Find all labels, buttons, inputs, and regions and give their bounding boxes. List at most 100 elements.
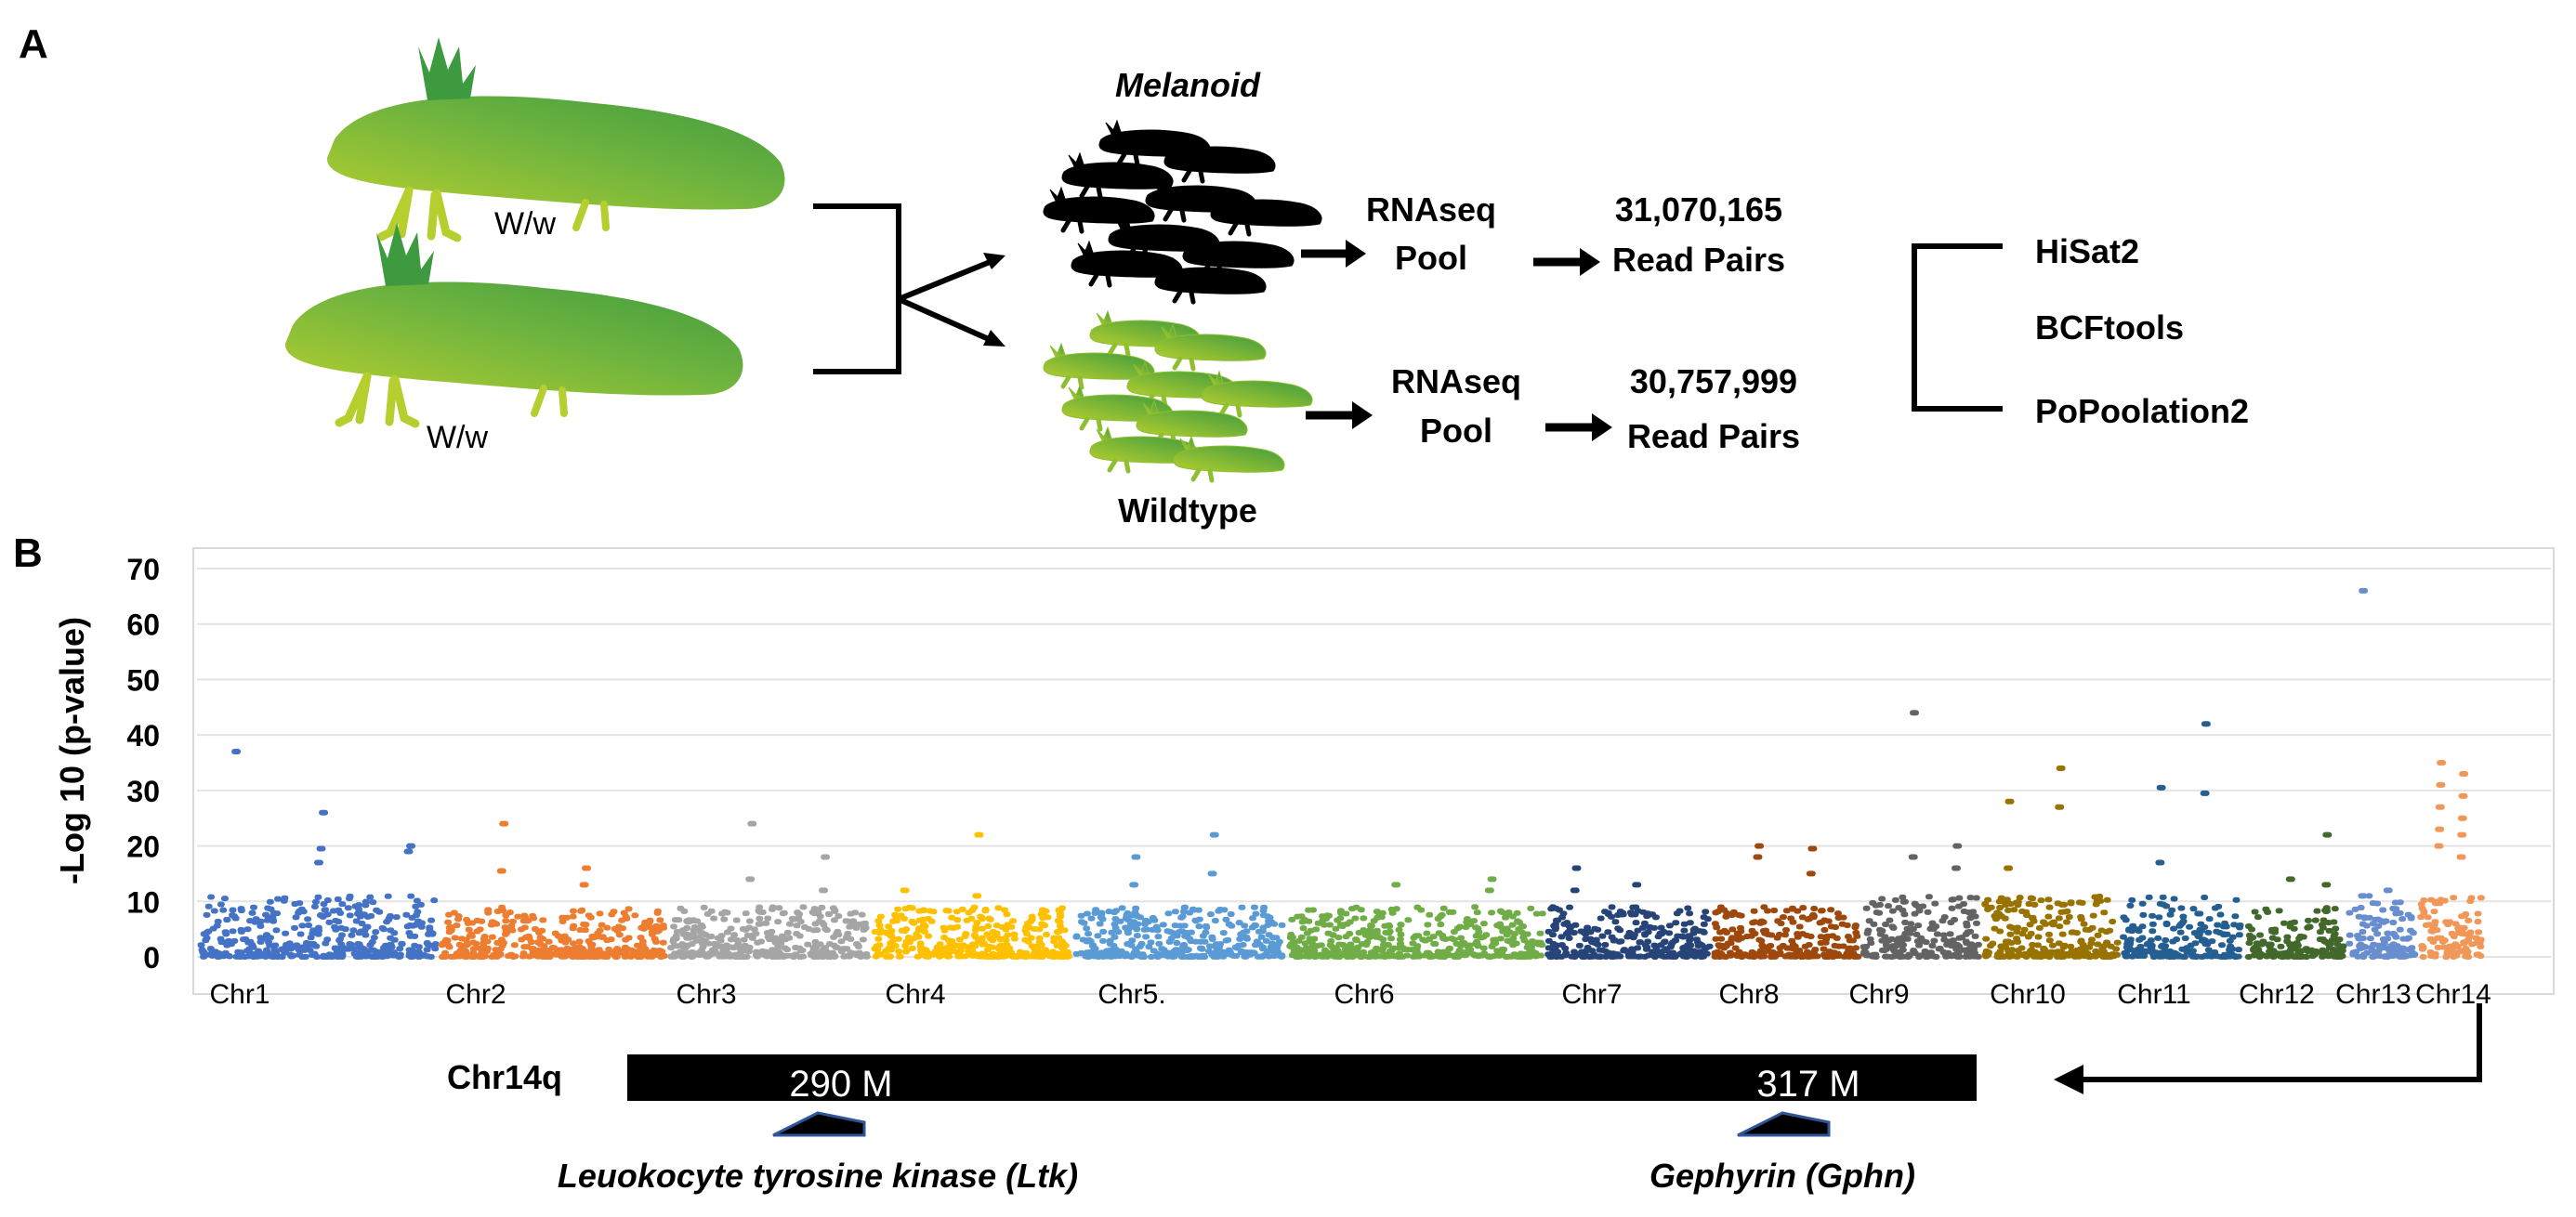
data-point xyxy=(431,946,440,952)
data-point xyxy=(1211,917,1219,923)
data-point xyxy=(1657,942,1665,949)
data-point xyxy=(473,928,481,935)
data-point xyxy=(637,924,646,931)
data-point xyxy=(2319,936,2327,943)
data-point xyxy=(710,915,718,922)
data-point xyxy=(1728,926,1737,933)
data-point xyxy=(2176,929,2185,936)
data-point xyxy=(1882,921,1890,927)
data-point xyxy=(1703,916,1712,923)
data-point xyxy=(248,909,256,916)
data-point xyxy=(1222,916,1230,923)
data-point xyxy=(1035,926,1044,933)
data-point xyxy=(1960,947,1968,953)
data-point xyxy=(2357,904,2365,910)
data-point xyxy=(2234,953,2242,960)
data-point xyxy=(578,948,586,954)
data-point xyxy=(2166,948,2175,954)
data-point xyxy=(1911,900,1919,907)
data-point xyxy=(1963,923,1971,929)
data-point xyxy=(2188,953,2197,960)
data-point xyxy=(2063,909,2071,915)
data-point xyxy=(1532,953,1541,960)
data-point xyxy=(1228,923,1236,929)
data-point xyxy=(2112,946,2121,952)
data-point xyxy=(315,927,323,934)
data-point xyxy=(2371,926,2379,933)
data-point xyxy=(1169,930,1177,936)
data-point xyxy=(2455,924,2464,931)
data-point xyxy=(1553,953,1561,960)
data-point xyxy=(213,923,221,929)
data-point xyxy=(266,935,274,941)
data-point xyxy=(1997,895,2005,901)
data-point xyxy=(1086,949,1095,956)
data-point xyxy=(1727,952,1735,959)
data-point xyxy=(596,949,604,956)
data-point xyxy=(1351,936,1360,943)
data-point xyxy=(559,914,567,921)
data-point xyxy=(900,928,909,935)
data-point xyxy=(231,915,240,922)
data-point xyxy=(536,935,545,941)
data-point xyxy=(614,923,623,930)
data-point xyxy=(1608,904,1616,910)
data-point xyxy=(2018,931,2027,937)
data-point xyxy=(1810,949,1819,955)
data-point xyxy=(1475,929,1483,936)
data-point xyxy=(203,911,211,918)
data-point xyxy=(1888,923,1897,930)
data-point xyxy=(354,940,362,947)
data-point xyxy=(2004,865,2014,871)
data-point xyxy=(2228,934,2237,940)
data-point xyxy=(338,952,347,959)
data-point xyxy=(971,927,979,934)
parent-axolotl-2: W/w xyxy=(285,223,743,455)
data-point xyxy=(2026,951,2034,958)
data-point xyxy=(2170,896,2178,902)
data-point xyxy=(1227,910,1235,917)
data-point xyxy=(1387,936,1395,942)
data-point xyxy=(1794,934,1802,940)
data-point xyxy=(685,917,693,923)
data-point xyxy=(465,926,473,933)
data-point xyxy=(756,921,765,927)
data-point xyxy=(1895,905,1903,911)
data-point xyxy=(979,940,988,947)
data-point xyxy=(1182,946,1190,952)
data-point xyxy=(1010,931,1019,937)
data-point xyxy=(1319,913,1327,920)
data-point xyxy=(994,905,1003,911)
data-point xyxy=(621,953,629,960)
data-point xyxy=(1562,949,1571,956)
data-point xyxy=(2183,945,2191,951)
data-point xyxy=(2293,953,2302,960)
data-point xyxy=(1991,916,2000,923)
data-point xyxy=(527,939,535,946)
data-point xyxy=(2477,943,2485,949)
data-point xyxy=(2446,919,2454,925)
data-point xyxy=(638,945,647,951)
data-point xyxy=(2296,933,2305,939)
data-point xyxy=(569,940,577,947)
data-point xyxy=(1334,917,1342,923)
data-point xyxy=(810,910,819,917)
data-point xyxy=(1557,914,1566,921)
panel-b-label: B xyxy=(13,530,43,576)
data-point xyxy=(1181,904,1189,910)
data-point xyxy=(764,915,772,922)
data-point xyxy=(1672,937,1680,944)
data-point xyxy=(1096,921,1104,927)
data-point xyxy=(2232,896,2241,903)
data-point xyxy=(267,906,275,912)
arrow-head xyxy=(1592,413,1612,441)
data-point xyxy=(1450,928,1458,935)
data-point xyxy=(2383,887,2393,894)
data-point xyxy=(2442,953,2451,960)
data-point xyxy=(1799,905,1807,911)
data-point xyxy=(1931,900,1939,907)
data-point xyxy=(1334,935,1343,941)
data-point xyxy=(1446,945,1454,951)
data-point xyxy=(682,944,690,950)
data-point xyxy=(229,907,237,913)
